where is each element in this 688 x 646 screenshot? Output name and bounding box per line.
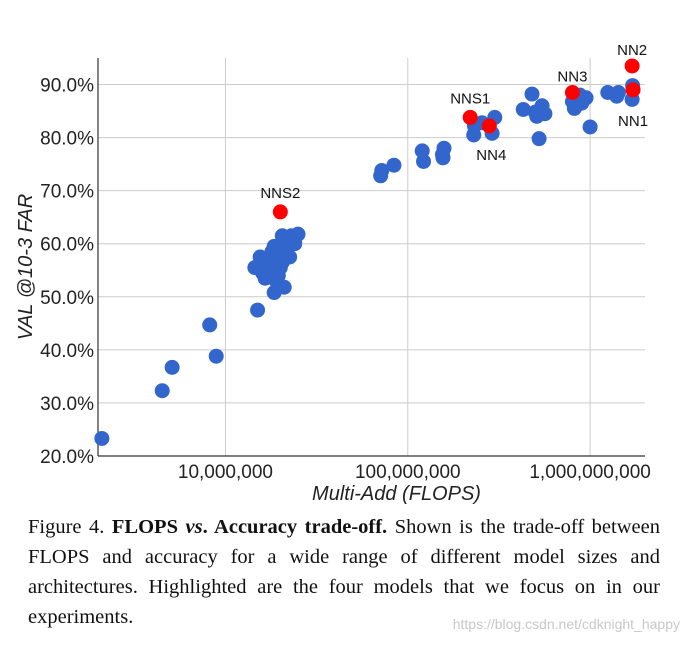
model-point: [386, 157, 402, 173]
caption-body: Shown is the trade-off between FLOPS and…: [28, 516, 660, 628]
highlighted-point: [272, 204, 288, 220]
y-tick-label: 50.0%: [40, 288, 94, 309]
model-point: [515, 101, 531, 117]
model-point: [524, 86, 540, 102]
model-point: [282, 249, 298, 265]
x-tick-label: 1,000,000,000: [529, 462, 651, 483]
figure-caption: Figure 4. FLOPS vs. Accuracy trade-off. …: [28, 512, 660, 632]
model-point: [531, 131, 547, 147]
model-point: [578, 90, 594, 106]
model-point: [268, 247, 284, 263]
watermark: https://blog.csdn.net/cdknight_happy: [452, 616, 680, 632]
model-point: [610, 84, 626, 100]
model-point: [250, 302, 266, 318]
grid-lines: [98, 58, 645, 457]
point-label-nn2: NN2: [617, 42, 647, 59]
model-point: [94, 430, 110, 446]
model-point: [208, 348, 224, 364]
y-tick-label: 70.0%: [40, 182, 94, 203]
point-label-nn1: NN1: [618, 113, 648, 130]
y-tick-label: 60.0%: [40, 235, 94, 256]
x-tick-label: 10,000,000: [178, 462, 273, 483]
model-point: [435, 150, 451, 166]
x-tick-label: 100,000,000: [355, 462, 461, 483]
axes: [97, 58, 645, 457]
caption-title-2: . Accuracy trade-off.: [202, 516, 388, 538]
y-tick-label: 40.0%: [40, 341, 94, 362]
y-tick-label: 90.0%: [40, 76, 94, 97]
scatter-chart: 20.0% 30.0% 40.0% 50.0% 60.0% 70.0% 80.0% 90.0%…: [15, 42, 651, 505]
y-axis-title: VAL @10-3 FAR: [15, 194, 37, 340]
caption-prefix: Figure 4.: [28, 516, 105, 538]
point-label-nn4: NN4: [476, 147, 506, 164]
model-point: [202, 317, 218, 333]
y-tick-label: 30.0%: [40, 394, 94, 415]
model-point: [274, 228, 290, 244]
highlighted-point: [624, 58, 640, 74]
model-point: [582, 119, 598, 135]
model-point: [154, 383, 170, 399]
model-point: [374, 163, 390, 179]
highlighted-point: [481, 118, 497, 134]
highlighted-point: [625, 82, 641, 98]
caption-title-vs: vs: [185, 516, 203, 538]
model-point: [416, 153, 432, 169]
model-point: [537, 106, 553, 122]
model-point: [276, 279, 292, 295]
y-tick-labels: 20.0% 30.0% 40.0% 50.0% 60.0% 70.0% 80.0% 90.0%: [40, 76, 94, 468]
highlighted-point: [564, 84, 580, 100]
model-point: [164, 359, 180, 375]
point-label-nns2: NNS2: [260, 185, 300, 202]
highlighted-point: [462, 109, 478, 125]
point-label-nns1: NNS1: [450, 90, 490, 107]
data-points: [94, 58, 641, 446]
y-tick-label: 80.0%: [40, 129, 94, 150]
x-axis-title: Multi-Add (FLOPS): [312, 483, 481, 505]
model-point: [290, 226, 306, 242]
point-labels: NNS2 NNS1 NN4 NN3 NN2 NN1: [260, 42, 648, 202]
point-label-nn3: NN3: [557, 68, 587, 85]
x-tick-labels: 10,000,000 100,000,000 1,000,000,000: [178, 462, 651, 483]
caption-title-1: FLOPS: [111, 516, 178, 538]
y-tick-label: 20.0%: [40, 447, 94, 468]
